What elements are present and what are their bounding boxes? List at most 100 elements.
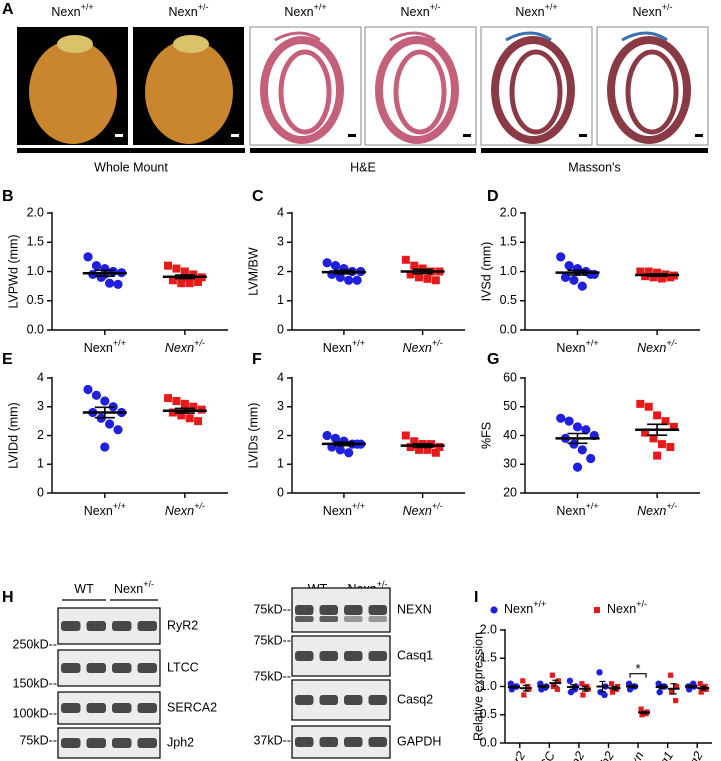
point	[322, 430, 332, 441]
band	[295, 651, 314, 661]
point	[180, 267, 189, 276]
x-tick-label-sup: +/+	[113, 338, 126, 348]
section-inner	[278, 49, 332, 135]
column-label-sup: +/-	[430, 2, 441, 12]
lane-group-label-sup: +/-	[377, 579, 388, 589]
point	[415, 273, 424, 282]
section-top	[389, 31, 436, 42]
x-tick-label: Nexn+/+	[556, 501, 598, 518]
y-axis-label: LVM/BW	[246, 247, 260, 296]
point	[410, 261, 419, 270]
point	[556, 252, 566, 262]
y-tick-label: 1	[277, 293, 284, 307]
point	[435, 443, 444, 451]
y-tick-label: 60	[503, 370, 517, 384]
y-tick-label: 1.0	[480, 679, 497, 693]
point	[657, 274, 666, 283]
y-tick-label: 3	[37, 399, 44, 413]
point	[594, 607, 600, 613]
point	[168, 276, 177, 285]
point	[666, 273, 675, 282]
band	[319, 737, 338, 747]
x-tick-label-base: Nexn	[403, 504, 432, 518]
column-label-base: Nexn	[515, 5, 544, 19]
x-tick-label: Ryr2	[503, 749, 528, 761]
point	[608, 681, 615, 687]
y-tick-label: 0.0	[480, 735, 497, 749]
point	[335, 272, 345, 282]
x-tick-label: Nexn+/-	[637, 338, 677, 355]
x-tick-label-base: Nexn	[323, 341, 352, 355]
band	[137, 703, 157, 713]
band	[112, 703, 132, 713]
point	[194, 278, 203, 287]
sem-bar	[599, 680, 606, 693]
point	[577, 445, 587, 455]
y-axis-label: IVSd (mm)	[479, 242, 493, 302]
y-tick-label: 2	[37, 428, 44, 442]
mw-marker: 75kD--	[253, 669, 291, 683]
point	[194, 417, 203, 426]
point	[653, 451, 662, 460]
panel-letter: D	[487, 188, 499, 205]
sem-bar	[510, 685, 517, 689]
point	[83, 252, 93, 262]
x-tick-label-sup: +/+	[586, 338, 599, 348]
sem-bar	[552, 679, 559, 687]
band	[295, 616, 314, 622]
point	[415, 445, 424, 454]
band	[112, 738, 132, 748]
column-label-sup: +/-	[198, 2, 209, 12]
y-tick-label: 3	[277, 399, 284, 413]
y-tick-label: 50	[503, 399, 517, 413]
sem-bar	[670, 683, 677, 695]
point	[555, 678, 561, 684]
point	[698, 689, 704, 695]
x-tick-label-base: Nexn	[84, 341, 113, 355]
y-tick-label: 2.0	[27, 205, 44, 219]
x-tick-label: Nexn+/-	[165, 501, 205, 518]
band	[61, 621, 81, 631]
point	[180, 399, 189, 408]
y-tick-label: 4	[277, 205, 284, 219]
x-tick-label: Nexn+/+	[556, 338, 598, 355]
x-tick-label-sup: +/-	[194, 501, 205, 511]
sem-bar	[412, 268, 433, 275]
sem-bar	[567, 269, 588, 276]
x-tick-label: LTCC	[530, 748, 558, 761]
blot-label: GAPDH	[397, 734, 441, 748]
band	[61, 703, 81, 713]
y-tick-label: 0	[37, 485, 44, 499]
band	[61, 738, 81, 748]
point	[406, 270, 415, 279]
band	[368, 695, 387, 705]
point	[657, 440, 666, 449]
band	[137, 738, 157, 748]
band	[344, 616, 363, 622]
scale-bar	[348, 134, 356, 137]
point	[113, 279, 123, 289]
y-tick-label: 1	[37, 457, 44, 471]
x-tick-label: Nexn	[620, 749, 647, 761]
scale-bar	[579, 134, 587, 137]
point	[564, 416, 574, 426]
significance-label: *	[636, 662, 641, 676]
point	[431, 276, 440, 285]
point	[105, 419, 115, 429]
legend-label-sup: +/+	[533, 599, 546, 609]
point	[644, 267, 653, 276]
blot-label: Casq2	[397, 692, 433, 706]
mw-marker: 75kD--	[253, 633, 291, 647]
sem-bar	[174, 274, 195, 280]
section-top	[621, 31, 668, 42]
point	[609, 689, 616, 695]
point	[91, 261, 101, 271]
point	[673, 698, 679, 704]
band	[319, 616, 338, 622]
panel-letter: G	[487, 351, 499, 368]
y-tick-label: 0.0	[27, 322, 44, 336]
column-label: Nexn+/-	[169, 2, 209, 19]
point	[525, 683, 531, 690]
x-tick-label-base: Nexn	[84, 504, 113, 518]
group-label: Whole Mount	[94, 160, 168, 174]
